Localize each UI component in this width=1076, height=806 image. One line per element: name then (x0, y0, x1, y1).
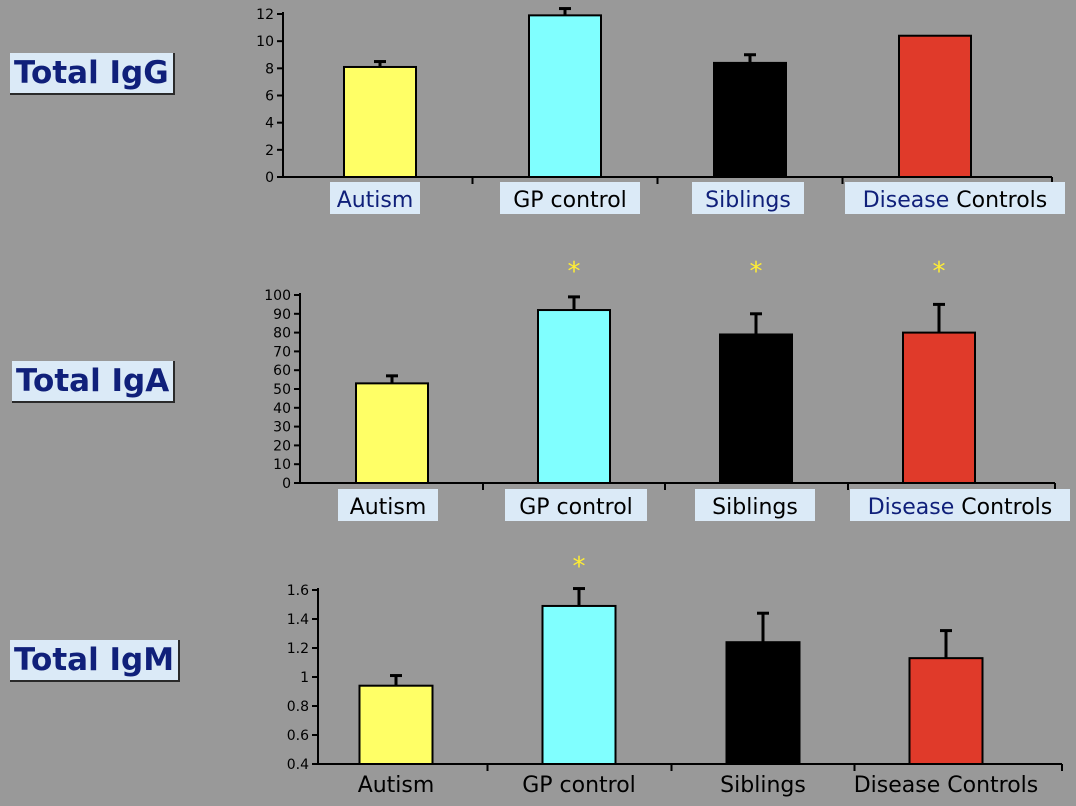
bar-autism (358, 684, 434, 766)
bar-siblings (713, 61, 787, 178)
category-label: Disease Controls (868, 495, 1053, 520)
y-tick-label: 100 (264, 288, 291, 304)
y-tick-label: 10 (256, 34, 274, 50)
category-label-box (500, 182, 640, 214)
category-label: Autism (358, 773, 435, 798)
bar-disease-controls (902, 331, 976, 484)
y-tick-label: 60 (273, 363, 291, 379)
category-label: Siblings (705, 188, 791, 213)
y-tick-label: 50 (273, 382, 291, 398)
category-label-box (692, 182, 804, 214)
category-label: Autism (350, 495, 427, 520)
y-tick-label: 0 (265, 170, 274, 186)
category-label-box (695, 489, 815, 521)
category-label: Siblings (720, 773, 806, 798)
significance-marker: * (568, 257, 581, 287)
bar-disease-controls (898, 34, 972, 178)
y-tick-label: 1.4 (287, 612, 309, 628)
chart-panel-0: 0 2 4 6 8 10 12 Autism GP control Siblings Disease… (256, 7, 1065, 214)
category-label: GP control (513, 188, 627, 213)
bar-autism (355, 382, 429, 484)
category-label-box (850, 489, 1070, 521)
y-tick-label: 6 (265, 89, 274, 105)
panel-title-iga: Total IgA (12, 361, 176, 403)
category-label-box (330, 182, 420, 214)
y-tick-label: 0 (282, 476, 291, 492)
category-label-box (338, 489, 438, 521)
significance-marker: * (933, 257, 946, 287)
y-tick-label: 40 (273, 401, 291, 417)
bar-gp-control (528, 14, 602, 178)
significance-marker: * (573, 552, 586, 582)
bar-gp-control (537, 309, 611, 485)
category-label: GP control (522, 773, 636, 798)
y-tick-label: 1 (300, 670, 309, 686)
y-tick-label: 10 (273, 457, 291, 473)
y-tick-label: 2 (265, 143, 274, 159)
y-tick-label: 0.4 (287, 757, 309, 773)
category-label-box (845, 182, 1065, 214)
panel-title-igm: Total IgM (10, 640, 181, 682)
chart-panel-2: 0.4 0.6 0.8 1 1.2 1.4 1.6 * Autism GP control Sibl… (287, 552, 1063, 798)
bar-disease-controls (908, 657, 984, 766)
y-tick-label: 0.8 (287, 699, 309, 715)
category-label: Disease Controls (854, 773, 1039, 798)
y-tick-label: 90 (273, 307, 291, 323)
y-tick-label: 8 (265, 61, 274, 77)
y-tick-label: 20 (273, 438, 291, 454)
panel-title-igg: Total IgG (10, 53, 175, 95)
chart-panel-1: 0 10 20 30 40 50 60 70 80 90 100 * * * Autism GP contro… (264, 257, 1070, 521)
y-tick-label: 12 (256, 7, 274, 23)
y-tick-label: 1.6 (287, 583, 309, 599)
y-tick-label: 80 (273, 326, 291, 342)
category-label: Siblings (712, 495, 798, 520)
significance-marker: * (750, 257, 763, 287)
y-tick-label: 30 (273, 420, 291, 436)
bar-siblings (725, 641, 801, 766)
bar-siblings (719, 333, 793, 485)
category-label-box (505, 489, 647, 521)
bar-autism (343, 65, 417, 178)
y-tick-label: 0.6 (287, 728, 309, 744)
bar-gp-control (541, 604, 617, 766)
y-tick-label: 4 (265, 116, 274, 132)
category-label: Autism (337, 188, 414, 213)
category-label: Disease Controls (863, 188, 1048, 213)
category-label: GP control (519, 495, 633, 520)
y-tick-label: 1.2 (287, 641, 309, 657)
y-tick-label: 70 (273, 344, 291, 360)
